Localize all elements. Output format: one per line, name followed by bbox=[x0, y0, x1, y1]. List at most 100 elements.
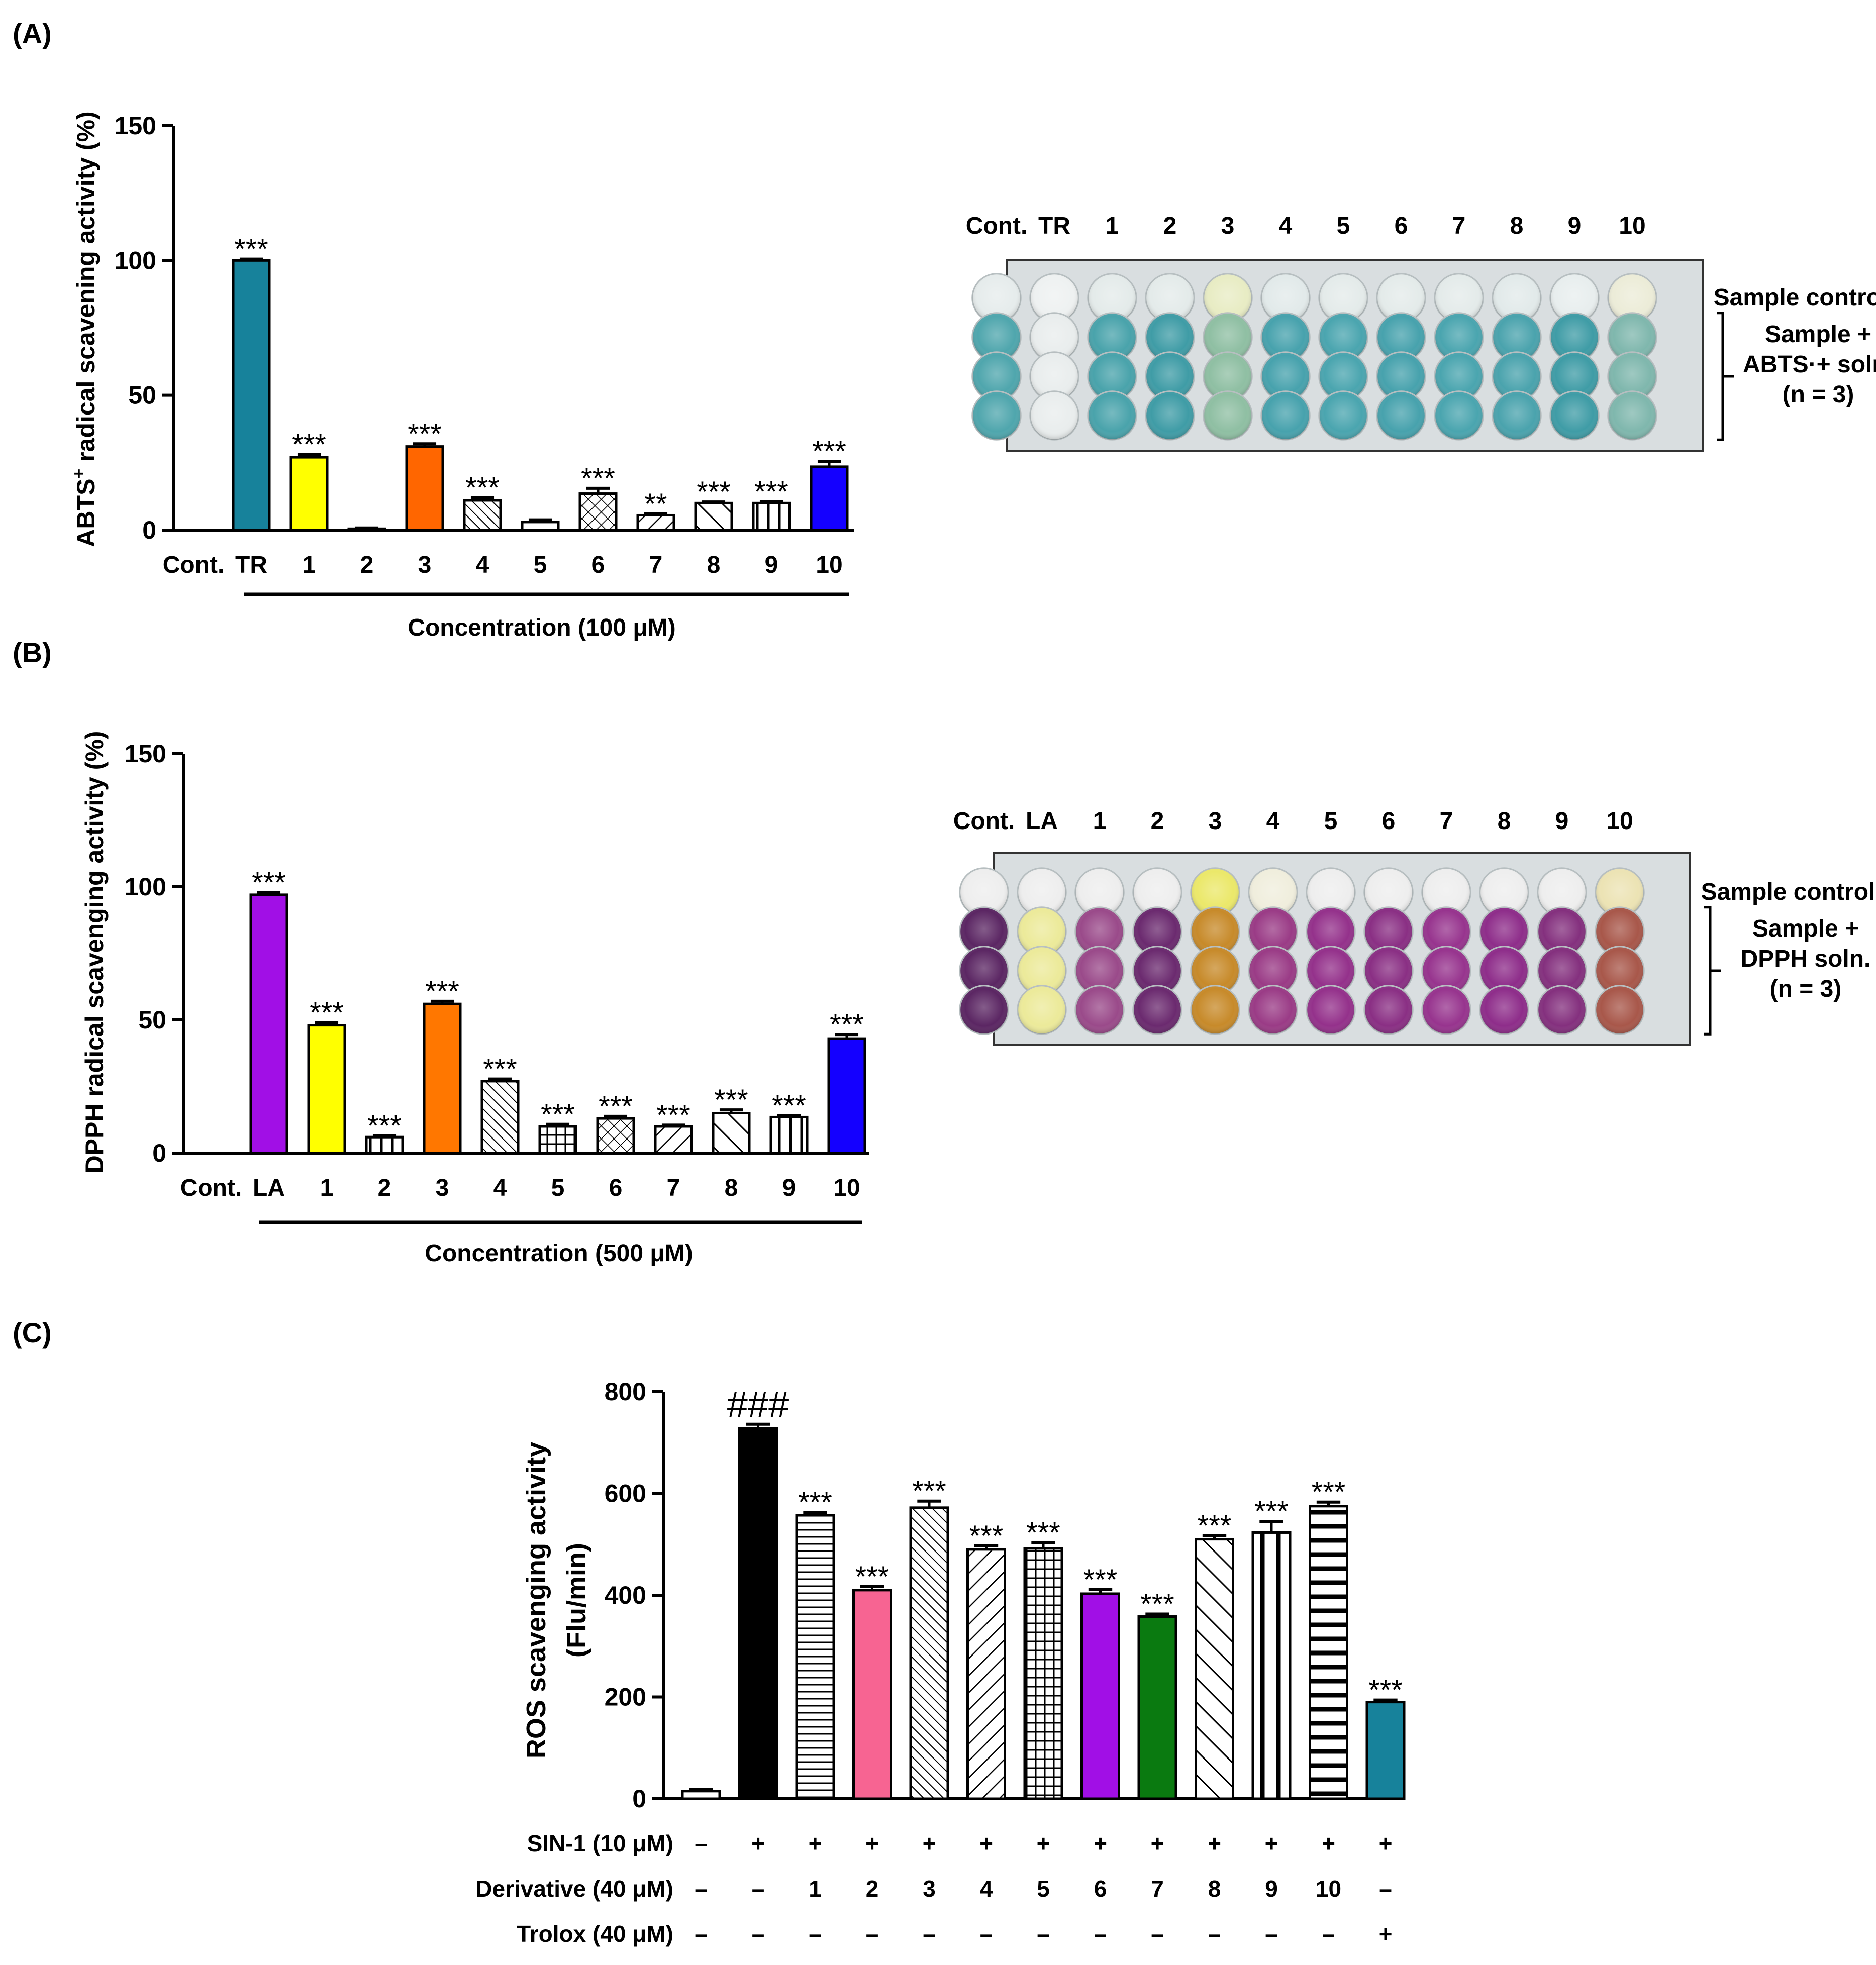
bar bbox=[405, 445, 444, 532]
significance-label: *** bbox=[714, 1084, 748, 1116]
treatment-cell: – bbox=[1037, 1921, 1050, 1947]
plate-well-shading bbox=[1261, 391, 1310, 440]
bar bbox=[769, 1115, 809, 1155]
bar bbox=[636, 513, 675, 532]
treatment-cell: – bbox=[1151, 1921, 1164, 1947]
treatment-cell: – bbox=[923, 1921, 936, 1947]
plate-well-shading bbox=[959, 985, 1009, 1035]
plate-well-shading bbox=[1422, 985, 1471, 1035]
x-tick-label: 1 bbox=[320, 1175, 334, 1201]
plate-well-shading bbox=[1088, 391, 1137, 440]
treatment-cell: – bbox=[1322, 1921, 1335, 1947]
plate-well-shading bbox=[1017, 907, 1066, 956]
plate-column-label: 3 bbox=[1221, 213, 1235, 239]
plate-well-shading bbox=[1608, 391, 1657, 440]
bar bbox=[463, 499, 502, 532]
treatment-cell: – bbox=[1094, 1921, 1107, 1947]
plate-well-shading bbox=[1550, 352, 1599, 401]
plate-row-label-control: Sample control bbox=[1714, 284, 1876, 311]
x-tick-label: 4 bbox=[493, 1175, 507, 1201]
plate-well-shading bbox=[1030, 313, 1079, 362]
plate-column-label: TR bbox=[1038, 213, 1070, 239]
bar bbox=[752, 501, 791, 532]
plate-well-shading bbox=[1376, 273, 1426, 323]
plate-column-label: 3 bbox=[1209, 808, 1222, 835]
panel-label-a: (A) bbox=[13, 18, 52, 49]
significance-label: *** bbox=[425, 975, 459, 1008]
plate-well-shading bbox=[1203, 313, 1252, 362]
bar bbox=[596, 1117, 635, 1155]
y-axis-label: ABTS+ radical scavening activity (%) bbox=[69, 111, 100, 547]
y-axis-label: DPPH radical scavenging activity (%) bbox=[80, 731, 109, 1174]
plate-well-shading bbox=[1364, 946, 1413, 995]
treatment-cell: – bbox=[695, 1830, 708, 1856]
bar bbox=[810, 465, 849, 532]
x-tick-label: 3 bbox=[418, 552, 432, 578]
plate-well-shading bbox=[1075, 868, 1124, 917]
plate-well-shading bbox=[1248, 946, 1298, 995]
bar bbox=[1195, 1538, 1234, 1800]
y-tick-label: 0 bbox=[142, 516, 156, 544]
plate-well-shading bbox=[1364, 868, 1413, 917]
treatment-row-label: Derivative (40 μM) bbox=[475, 1876, 673, 1902]
y-tick-label: 100 bbox=[125, 873, 166, 901]
plate-column-label: 8 bbox=[1510, 213, 1524, 239]
bar bbox=[909, 1506, 949, 1800]
x-tick-label: 5 bbox=[551, 1175, 565, 1201]
plate-photo-abts: Cont. TR 1 2 3 4 5 6 7 8 9 10 Sample control Sample +… bbox=[966, 213, 1876, 452]
plate-well-shading bbox=[1261, 313, 1310, 362]
plate-well-shading bbox=[1075, 907, 1124, 956]
plate-well-shading bbox=[1595, 907, 1644, 956]
plate-well-shading bbox=[1376, 352, 1426, 401]
bar bbox=[654, 1125, 693, 1155]
treatment-cell: 4 bbox=[980, 1876, 993, 1902]
plate-well-shading bbox=[1145, 391, 1195, 440]
plate-well-shading bbox=[1088, 273, 1137, 323]
plate-well-shading bbox=[1376, 391, 1426, 440]
x-tick-label: 8 bbox=[725, 1175, 738, 1201]
x-tick-label: 6 bbox=[591, 552, 605, 578]
plate-well-shading bbox=[1030, 391, 1079, 440]
plate-column-label: Cont. bbox=[966, 213, 1028, 239]
plate-well-shading bbox=[1191, 985, 1240, 1035]
significance-label: *** bbox=[754, 476, 788, 508]
plate-row-label-sample: DPPH soln. bbox=[1741, 946, 1871, 972]
plate-column-label: 4 bbox=[1266, 808, 1280, 835]
y-tick-label: 400 bbox=[605, 1581, 646, 1609]
significance-label: *** bbox=[912, 1475, 946, 1508]
treatment-cell: + bbox=[1037, 1830, 1050, 1856]
plate-well-shading bbox=[972, 313, 1021, 362]
treatment-cell: – bbox=[752, 1876, 765, 1902]
plate-well-shading bbox=[1133, 907, 1182, 956]
x-tick-label: 7 bbox=[667, 1175, 680, 1201]
plate-well-shading bbox=[959, 946, 1009, 995]
plate-well-shading bbox=[1133, 868, 1182, 917]
x-axis-label: Concentration (100 μM) bbox=[408, 614, 675, 641]
x-axis-label: Concentration (500 μM) bbox=[425, 1240, 693, 1267]
significance-label: *** bbox=[292, 429, 326, 461]
bar bbox=[827, 1037, 866, 1155]
treatment-cell: 5 bbox=[1037, 1876, 1050, 1902]
plate-well-shading bbox=[1088, 352, 1137, 401]
x-tick-label: 10 bbox=[816, 552, 842, 578]
treatment-cell: – bbox=[695, 1921, 708, 1947]
y-tick-label: 200 bbox=[605, 1683, 646, 1711]
plate-row-label-sample: ABTS·+ soln. bbox=[1743, 351, 1876, 378]
x-tick-label: LA bbox=[253, 1175, 285, 1201]
x-tick-label: 8 bbox=[707, 552, 721, 578]
plate-well-shading bbox=[1203, 352, 1252, 401]
x-tick-label: Cont. bbox=[180, 1175, 242, 1201]
bar bbox=[1365, 1701, 1406, 1800]
treatment-cell: – bbox=[1379, 1876, 1392, 1902]
x-tick-label: Cont. bbox=[163, 552, 225, 578]
x-tick-label: TR bbox=[235, 552, 267, 578]
plate-well-shading bbox=[1422, 868, 1471, 917]
plate-column-label: 6 bbox=[1395, 213, 1408, 239]
x-tick-label: 5 bbox=[534, 552, 547, 578]
bar bbox=[1023, 1547, 1063, 1800]
plate-well-shading bbox=[1376, 313, 1426, 362]
treatment-cell: + bbox=[979, 1830, 993, 1856]
x-tick-label: 7 bbox=[649, 552, 663, 578]
treatment-row-label: Trolox (40 μM) bbox=[517, 1921, 673, 1947]
plate-well-shading bbox=[1422, 907, 1471, 956]
